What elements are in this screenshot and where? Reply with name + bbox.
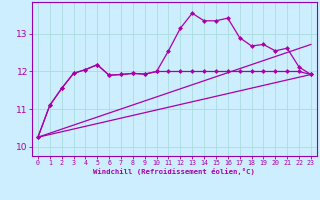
X-axis label: Windchill (Refroidissement éolien,°C): Windchill (Refroidissement éolien,°C) [93, 168, 255, 175]
